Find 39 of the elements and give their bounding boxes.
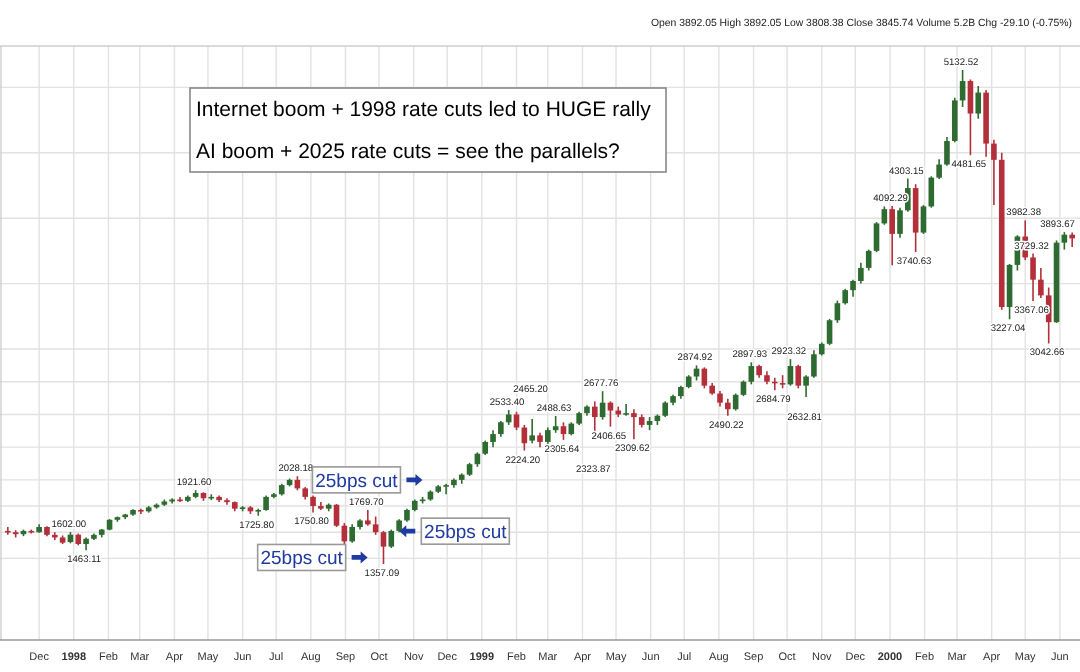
- candlestick: [858, 261, 864, 285]
- candlestick: [380, 530, 387, 565]
- candlestick: [795, 363, 802, 390]
- candlestick: [349, 523, 355, 544]
- candlestick: [748, 361, 755, 386]
- candlestick: [951, 97, 958, 144]
- annotation: AI boom + 2025 rate cuts = see the parallels?: [196, 140, 621, 164]
- annotation: Internet boom + 1998 rate cuts led to HUGE rally: [196, 98, 653, 122]
- candlestick: [365, 509, 371, 527]
- annotation: 25bps cut: [260, 548, 344, 571]
- candlestick: [623, 403, 629, 417]
- candlestick: [897, 206, 903, 239]
- annotation: 25bps cut: [424, 522, 508, 545]
- candlestick: [5, 526, 11, 536]
- candlestick: [513, 411, 520, 431]
- candlestick: [255, 507, 262, 517]
- candlestick: [920, 204, 927, 235]
- candlestick: [388, 528, 395, 549]
- candlestick: [967, 78, 974, 156]
- candlestick: [224, 497, 230, 506]
- candlestick: [873, 221, 880, 253]
- candlestick: [936, 158, 942, 180]
- candlestick: [803, 374, 809, 398]
- annotation: 25bps cut: [315, 470, 399, 493]
- candlestick: [333, 503, 340, 528]
- candlestick: [631, 408, 637, 441]
- candlestick: [975, 85, 982, 120]
- candlestick: [811, 349, 817, 379]
- candlestick: [443, 483, 449, 496]
- candlestick: [529, 418, 535, 445]
- candlestick: [889, 205, 895, 267]
- candlestick: [1038, 267, 1044, 299]
- candlestick: [944, 136, 950, 167]
- candlestick: [607, 400, 614, 428]
- candlestick: [991, 138, 997, 206]
- candlestick: [912, 183, 919, 253]
- candlestick: [826, 318, 833, 346]
- candlestick: [372, 515, 379, 536]
- candlestick: [1030, 252, 1036, 302]
